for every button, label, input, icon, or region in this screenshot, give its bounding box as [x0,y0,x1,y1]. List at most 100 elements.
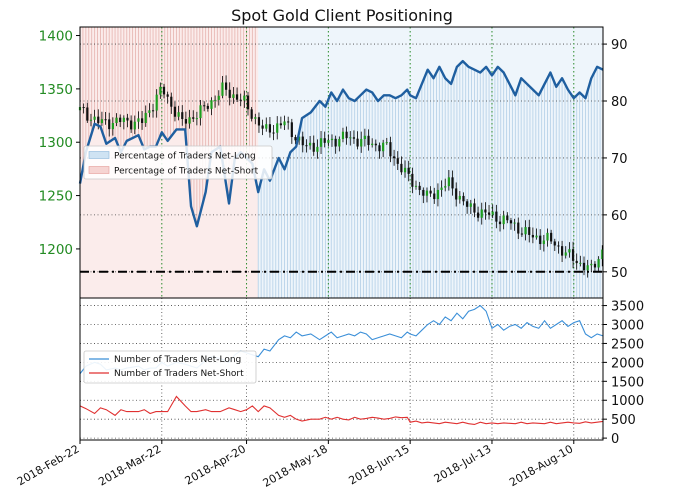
right-count-axis: 0 500 1000 1500 2000 2500 3000 3500 [603,300,644,447]
count-axis-tick-label: 3500 [611,300,644,315]
candle-body [181,112,184,120]
candle-body [140,118,144,123]
candle-body [243,95,246,101]
candle-body [360,139,363,147]
right-axis-tick-label: 70 [611,152,628,167]
candle-body [195,118,198,120]
x-axis-tick-label: 2018-Jul-13 [432,442,494,485]
left-axis-tick-label: 1350 [39,82,73,98]
candle-body [367,135,370,146]
count-axis-tick-label: 1000 [611,394,644,409]
x-axis-tick-label: 2018-Mar-22 [96,442,163,488]
candle-body [86,107,89,121]
x-axis-tick-label: 2018-Feb-22 [15,442,82,488]
net-short-count-line [79,395,604,426]
candle-body [466,201,469,207]
candle-body [126,117,129,121]
left-axis-tick-label: 1300 [39,135,73,151]
candle-body [528,227,531,235]
candle-body [411,173,414,187]
candle-body [469,203,472,207]
candle-body [542,240,545,245]
candle-body [108,119,111,130]
candle-body [579,262,582,264]
candle-body [582,262,586,271]
candle-body [287,121,290,123]
candle-body [451,177,454,189]
candle-body [97,116,100,124]
candle-body [214,99,217,101]
candle-body [316,146,319,152]
legend-swatch-net-short [88,166,110,174]
candle-body [261,125,264,129]
candle-body [407,167,410,174]
candle-body [571,249,575,261]
candle-body [349,137,352,139]
count-axis-tick-label: 2500 [611,337,644,352]
candle-body [276,123,279,133]
candle-body [137,118,140,122]
candle-body [305,145,308,147]
candle-body [115,117,118,124]
candle-body [250,109,253,119]
candle-body [265,124,268,129]
candle-body [119,117,122,123]
candle-body [513,222,516,224]
candle-body [436,189,440,200]
candle-body [356,138,359,147]
candle-body [283,121,286,126]
candle-body [400,163,403,173]
candle-body [199,105,202,119]
candle-body [484,209,487,213]
candle-body [170,96,173,107]
candle-body [224,82,228,90]
candle-body [151,110,155,112]
candle-body [455,188,458,200]
candle-body [385,142,388,144]
left-axis-tick-label: 1400 [39,29,73,45]
count-axis-tick-label: 3000 [611,319,644,334]
candle-body [162,86,166,95]
candle-body [601,249,604,260]
candle-body [82,107,85,109]
count-axis-tick-label: 0 [611,432,619,447]
bottom-legend: Number of Traders Net-Long Number of Tra… [83,350,257,384]
candle-body [166,94,169,97]
candle-body [338,139,341,147]
candle-body [192,117,195,119]
candle-body [396,158,399,164]
x-axis-tick-label: 2018-Apr-20 [183,442,248,487]
candle-body [491,211,494,215]
candle-body [575,260,578,264]
candle-body [550,232,553,242]
candle-body [506,215,509,221]
net-long-percentage-line [78,59,604,228]
candle-body [254,117,257,119]
count-axis-tick-label: 1500 [611,375,644,390]
top-legend: Percentage of Traders Net-Long Percentag… [83,145,273,180]
candle-body [593,263,597,268]
top-panel: 1200 1250 1300 1350 1400 50 60 70 80 90 [39,26,628,299]
candle-body [429,190,432,194]
candlestick-series [78,75,604,278]
candle-body [257,117,261,126]
left-axis-tick-label: 1200 [39,242,73,258]
candle-body [272,132,275,134]
candle-body [130,120,133,130]
candle-body [378,145,381,152]
bottom-legend-box [83,350,257,384]
candle-body [553,241,556,246]
candle-body [268,124,272,133]
candle-body [476,212,480,218]
candle-body [323,138,326,143]
candle-body [539,235,542,245]
candle-body [308,142,312,146]
candle-body [173,106,177,117]
candle-body [403,167,407,173]
top-legend-box [83,145,273,180]
candle-body [184,119,188,124]
candle-body [531,234,534,238]
candle-body [509,220,513,224]
candle-body [155,94,158,111]
candle-body [433,193,436,200]
